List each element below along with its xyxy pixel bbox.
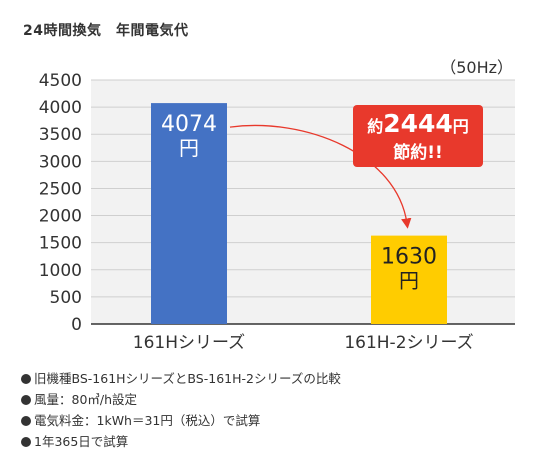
note-item: 1年365日で試算 [21,431,341,452]
y-tick-label: 2000 [39,207,82,227]
note-item: 電気料金：1kWh＝31円（税込）で試算 [21,410,341,431]
notes-list: 旧機種BS-161HシリーズとBS-161H-2シリーズの比較 風量：80㎥/h… [21,368,341,452]
y-tick-label: 2500 [39,179,82,199]
savings-callout-line1: 約2444円 [367,109,469,138]
bar-chart: 0 500 1000 1500 2000 2500 3000 3500 4000 4500 407… [39,58,515,353]
savings-prefix: 約 [367,117,383,136]
x-tick-label: 161H-2シリーズ [344,333,473,353]
savings-callout-line2: 節約!! [392,142,443,163]
bullet-icon [21,395,31,405]
x-axis-ticks: 161Hシリーズ 161H-2シリーズ [133,333,474,353]
savings-amount: 2444 [383,109,453,138]
x-tick-label: 161Hシリーズ [133,333,245,353]
y-tick-label: 1500 [39,234,82,254]
y-tick-label: 1000 [39,261,82,281]
bullet-icon [21,374,31,384]
bar-unit-label: 円 [399,269,419,293]
savings-callout-box [353,105,483,167]
note-item: 風量：80㎥/h設定 [21,389,341,410]
chart-title: 24時間換気 年間電気代 [23,23,189,39]
savings-callout: 約2444円 節約!! [353,105,483,167]
bar [151,103,227,324]
bullet-icon [21,416,31,426]
y-tick-label: 0 [71,315,82,335]
bar-value-label: 1630 [381,245,437,270]
y-tick-label: 3500 [39,125,82,145]
savings-arrow [229,124,412,229]
bullet-icon [21,437,31,447]
y-tick-label: 500 [50,288,82,308]
bar-value-label: 4074 [161,112,217,137]
note-text: 1年365日で試算 [34,434,129,449]
unit-note: （50Hz） [440,58,513,77]
note-text: 風量：80㎥/h設定 [34,392,138,407]
y-tick-label: 4000 [39,98,82,118]
y-tick-label: 4500 [39,71,82,91]
savings-unit: 円 [453,117,469,136]
y-tick-label: 3000 [39,152,82,172]
note-item: 旧機種BS-161HシリーズとBS-161H-2シリーズの比較 [21,368,341,389]
note-text: 旧機種BS-161HシリーズとBS-161H-2シリーズの比較 [34,371,341,386]
bar [371,235,447,324]
note-text: 電気料金：1kWh＝31円（税込）で試算 [34,413,261,428]
bar-unit-label: 円 [179,136,199,160]
y-axis-ticks: 0 500 1000 1500 2000 2500 3000 3500 4000 4500 [39,71,82,335]
